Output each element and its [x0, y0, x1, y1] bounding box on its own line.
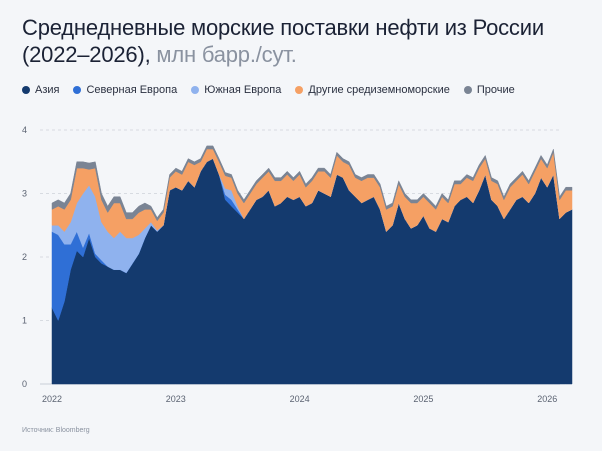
x-tick-label: 2025 [413, 394, 433, 404]
legend-dot-icon [73, 86, 82, 94]
legend-dot-icon [22, 86, 30, 94]
legend-dot-icon [295, 86, 304, 94]
y-tick-label: 2 [22, 252, 27, 262]
chart-legend: Азия Северная Европа Южная Европа Другие ср… [22, 84, 592, 96]
y-tick-label: 0 [22, 379, 27, 389]
legend-label: Южная Европа [204, 84, 282, 96]
legend-label: Прочие [476, 84, 515, 96]
legend-item: Прочие [463, 84, 515, 96]
legend-label: Азия [35, 84, 60, 96]
x-tick-label: 2022 [42, 394, 62, 404]
source-note: Источник: Bloomberg [22, 427, 90, 434]
x-tick-label: 2024 [290, 394, 310, 404]
chart-title: Среднедневные морские поставки нефти из … [22, 14, 592, 68]
chart-title-unit: млн барр./сут. [156, 42, 297, 67]
area-series-Прочие [51, 145, 573, 222]
legend-item: Южная Европа [191, 84, 281, 96]
x-tick-label: 2023 [166, 394, 186, 404]
legend-label: Другие средиземноморские [308, 84, 450, 96]
legend-label: Северная Европа [86, 84, 178, 96]
y-tick-label: 1 [22, 316, 27, 326]
legend-item: Азия [22, 84, 59, 96]
x-tick-label: 2026 [537, 394, 557, 404]
legend-dot-icon [191, 86, 200, 94]
chart-title-main: Среднедневные морские поставки нефти из … [22, 15, 544, 67]
legend-item: Другие средиземноморские [295, 84, 450, 96]
legend-item: Северная Европа [73, 84, 177, 96]
legend-dot-icon [463, 86, 472, 94]
y-tick-label: 3 [22, 189, 27, 199]
y-tick-label: 4 [22, 125, 27, 135]
